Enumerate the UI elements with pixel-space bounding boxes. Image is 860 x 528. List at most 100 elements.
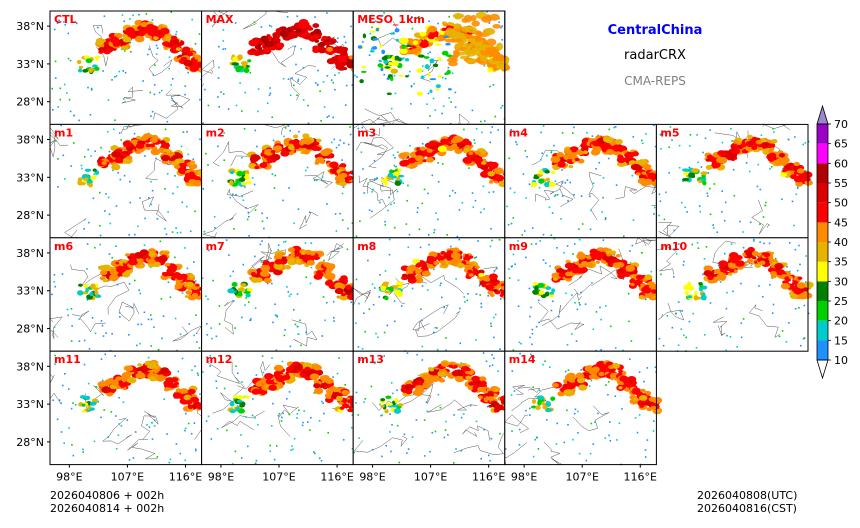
echo-cell [280,251,286,256]
echo-cell [768,149,774,153]
echo-cell [84,395,91,401]
echo-cell [205,420,208,422]
echo-cell [70,165,72,167]
echo-cell [314,452,316,455]
echo-cell [578,302,581,304]
echo-cell [353,451,355,454]
echo-cell [737,145,743,150]
echo-cell [343,35,346,38]
echo-cell [317,46,327,54]
echo-cell [347,399,354,404]
panel-label: m11 [54,353,81,366]
echo-cell [553,237,556,240]
panel-background [656,124,808,238]
echo-cell [351,84,354,86]
echo-cell [175,443,178,445]
echo-cell [154,64,156,66]
echo-cell [384,270,387,272]
echo-cell [478,269,485,275]
echo-cell [524,230,526,232]
echo-cell [561,195,564,197]
echo-cell [391,424,393,426]
echo-cell [590,209,592,211]
echo-cell [795,193,798,196]
echo-cell [432,97,435,100]
echo-cell [772,128,774,130]
echo-cell [64,23,67,26]
echo-cell [217,145,219,148]
echo-cell [403,57,405,59]
echo-cell [362,41,364,43]
echo-cell [116,283,119,286]
echo-cell [644,456,647,458]
echo-cell [81,167,83,170]
echo-cell [371,26,373,29]
echo-cell [717,264,720,267]
echo-cell [788,275,793,279]
echo-cell [427,52,429,55]
echo-cell [288,295,291,297]
echo-cell [374,178,376,180]
echo-cell [384,220,386,223]
echo-cell [383,55,388,60]
echo-cell [506,205,508,208]
echo-cell [71,325,73,327]
echo-cell [242,199,245,202]
echo-cell [622,278,625,280]
echo-cell [133,132,136,135]
echo-cell [607,393,609,396]
echo-cell [387,209,389,212]
echo-cell [247,59,252,63]
echo-cell [309,429,311,431]
echo-cell [428,140,437,147]
echo-cell [378,296,381,298]
echo-cell [296,94,298,96]
echo-cell [402,159,409,165]
echo-cell [778,335,781,338]
echo-cell [175,31,178,33]
echo-cell [588,385,591,387]
echo-cell [463,255,471,262]
echo-cell [391,55,395,61]
echo-cell [445,337,447,339]
echo-cell [794,248,797,251]
echo-cell [658,193,661,196]
echo-cell [571,268,580,274]
echo-cell [127,255,133,259]
echo-cell [481,161,487,165]
echo-cell [313,179,316,182]
echo-cell [534,438,537,441]
echo-cell [171,377,179,383]
echo-cell [545,154,548,157]
echo-cell [231,463,234,465]
echo-cell [494,404,504,411]
echo-cell [489,459,491,462]
echo-cell [130,51,132,53]
echo-cell [787,138,790,141]
echo-cell [56,418,59,421]
echo-cell [383,355,385,357]
echo-cell [359,79,364,84]
echo-cell [164,251,169,255]
echo-cell [454,91,457,94]
echo-cell [298,409,300,412]
echo-cell [675,253,678,255]
echo-cell [92,197,95,200]
echo-cell [238,290,243,296]
echo-cell [681,168,689,172]
echo-cell [239,82,241,84]
echo-cell [357,127,360,130]
echo-cell [189,274,195,279]
echo-cell [296,15,298,17]
echo-cell [337,247,339,250]
echo-cell [491,364,494,366]
echo-cell [114,355,116,357]
echo-cell [185,412,187,415]
echo-cell [259,243,262,246]
echo-cell [146,53,149,56]
echo-cell [749,221,752,224]
echo-cell [277,248,280,251]
echo-cell [156,456,159,458]
echo-cell [133,252,144,259]
echo-cell [644,274,653,281]
